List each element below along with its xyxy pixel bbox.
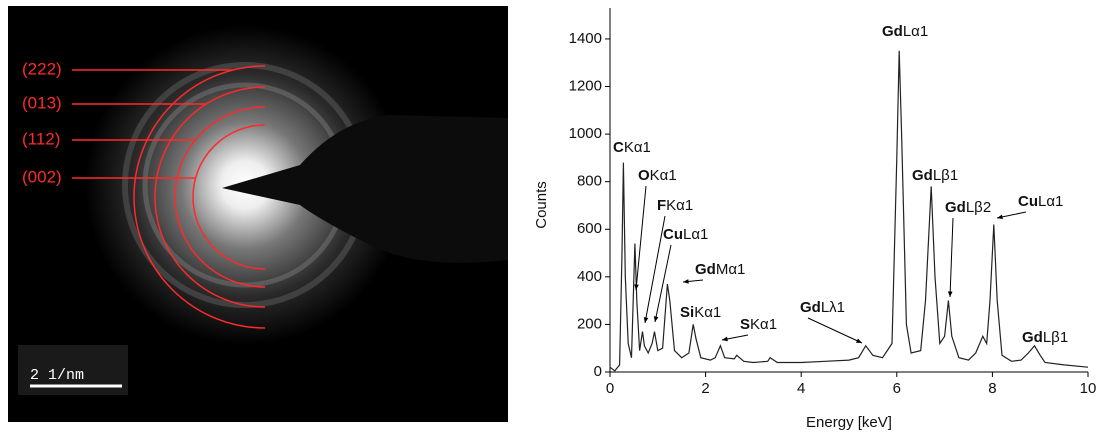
y-tick-label: 200 xyxy=(577,315,602,332)
arrow xyxy=(949,217,954,298)
peak-annotation: CuLα1 xyxy=(663,226,708,243)
y-tick-label: 1400 xyxy=(569,30,602,47)
element: S xyxy=(740,316,750,333)
arrow-head xyxy=(722,336,728,342)
arrow xyxy=(807,317,863,344)
line: Lλ1 xyxy=(821,299,845,316)
line: Kα1 xyxy=(750,316,777,333)
arrow xyxy=(635,185,647,291)
element: Gd xyxy=(945,199,966,216)
line: Lβ1 xyxy=(933,167,958,184)
peak-annotation: GdLα1 xyxy=(882,23,928,40)
element: O xyxy=(638,167,650,184)
ring-arc xyxy=(133,65,266,329)
line: Mα1 xyxy=(716,261,746,278)
element: F xyxy=(657,197,666,214)
element: Si xyxy=(680,304,694,321)
ring-label: (222) xyxy=(22,59,62,78)
line: Kα1 xyxy=(624,139,651,156)
y-tick-label: 600 xyxy=(577,220,602,237)
peak-annotation: CKα1 xyxy=(613,139,651,156)
scale-bar-label: 2 1/nm xyxy=(30,367,84,384)
peak-annotation: GdLβ1 xyxy=(1022,329,1068,346)
ring-label: (112) xyxy=(22,129,60,148)
arrow-head xyxy=(634,284,639,290)
y-tick-label: 1000 xyxy=(569,125,602,142)
peak-annotation: GdLλ1 xyxy=(800,299,845,316)
element: Gd xyxy=(800,299,821,316)
line: Kα1 xyxy=(650,167,677,184)
x-tick-label: 4 xyxy=(797,380,805,397)
element: C xyxy=(613,139,624,156)
y-tick-label: 400 xyxy=(577,268,602,285)
element: Gd xyxy=(1022,329,1043,346)
x-tick-label: 8 xyxy=(988,380,996,397)
arrow-head xyxy=(856,338,862,343)
spectrum-chart: 0 200 400 600 800 1000 1200 1400 0 2 4 6 8 10 Energy [… xyxy=(533,8,1096,431)
x-tick-label: 6 xyxy=(893,380,901,397)
arrow-head xyxy=(683,279,689,284)
ring-arc xyxy=(174,106,266,288)
line: Lα1 xyxy=(1038,193,1063,210)
ring-arc xyxy=(154,86,266,308)
diffraction-image: 2 1/nm (222) (013) (112) (002) xyxy=(8,6,508,422)
spectrum-line xyxy=(609,50,1089,372)
x-axis-label: Energy [keV] xyxy=(806,414,892,431)
element: Gd xyxy=(912,167,933,184)
y-tick-label: 1200 xyxy=(569,77,602,94)
arrow-head xyxy=(653,316,659,322)
element: Gd xyxy=(882,23,903,40)
y-tick-label: 800 xyxy=(577,173,602,190)
peak-annotation: GdMα1 xyxy=(695,261,745,278)
element: Cu xyxy=(663,226,683,243)
element: Cu xyxy=(1018,193,1038,210)
arrow-head xyxy=(947,291,953,297)
ring-label: (013) xyxy=(22,93,62,112)
ring-arc xyxy=(192,124,266,270)
element: Gd xyxy=(695,261,716,278)
line: Lβ1 xyxy=(1043,329,1068,346)
arrow-head xyxy=(997,214,1003,220)
x-tick-label: 10 xyxy=(1080,380,1097,397)
x-tick-label: 0 xyxy=(606,380,614,397)
peak-annotation: GdLβ2 xyxy=(945,199,991,216)
line: Kα1 xyxy=(694,304,721,321)
arrow xyxy=(654,244,672,323)
line: Lβ2 xyxy=(966,199,991,216)
arrow xyxy=(644,215,666,324)
peak-annotation: SiKα1 xyxy=(680,304,721,321)
peak-annotation: FKα1 xyxy=(657,197,693,214)
peak-annotation: OKα1 xyxy=(638,167,677,184)
peak-annotation: GdLβ1 xyxy=(912,167,958,184)
line: Lα1 xyxy=(683,226,708,243)
line: Lα1 xyxy=(903,23,928,40)
y-axis-label: Counts xyxy=(533,181,550,229)
arrow-head xyxy=(643,317,649,323)
x-tick-label: 2 xyxy=(701,380,709,397)
y-tick-label: 0 xyxy=(594,363,602,380)
line: Kα1 xyxy=(666,197,693,214)
peak-annotation: SKα1 xyxy=(740,316,777,333)
ring-label: (002) xyxy=(22,167,62,186)
peak-annotation: CuLα1 xyxy=(1018,193,1063,210)
